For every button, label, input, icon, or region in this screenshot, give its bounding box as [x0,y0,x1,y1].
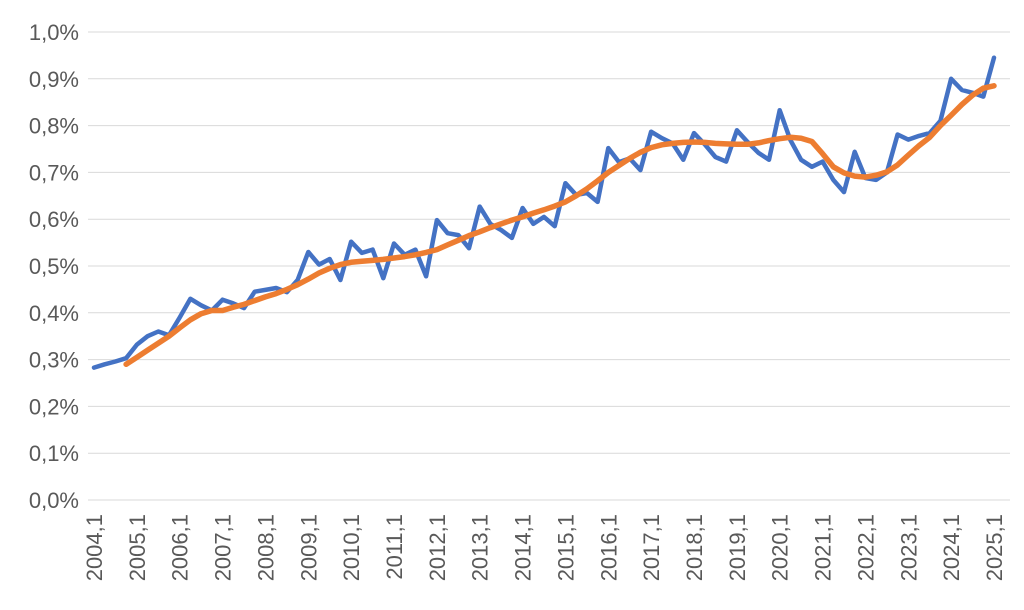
x-tick-label: 2014,1 [511,514,536,581]
x-tick-label: 2019,1 [725,514,750,581]
y-tick-label: 1,0% [29,20,79,45]
x-tick-label: 2022,1 [853,514,878,581]
y-tick-label: 0,8% [29,114,79,139]
y-tick-label: 0,6% [29,207,79,232]
x-tick-label: 2016,1 [596,514,621,581]
y-tick-label: 0,9% [29,67,79,92]
x-axis-tick-labels: 2004,1 2005,1 2006,1 2007,1 2008,1 2009,1 2010… [82,514,1007,581]
y-tick-label: 0,3% [29,348,79,373]
x-tick-label: 2017,1 [639,514,664,581]
y-tick-label: 0,5% [29,254,79,279]
x-tick-label: 2005,1 [125,514,150,581]
x-tick-label: 2012,1 [425,514,450,581]
series-line-smoothed-trend [123,83,997,368]
x-tick-label: 2020,1 [768,514,793,581]
y-tick-label: 0,1% [29,441,79,466]
y-axis-tick-labels: 0,0% 0,1% 0,2% 0,3% 0,4% 0,5% 0,6% 0,7% 0,8% 0,9%… [29,20,79,513]
x-tick-label: 2023,1 [896,514,921,581]
x-tick-label: 2010,1 [339,514,364,581]
x-tick-label: 2004,1 [82,514,107,581]
x-tick-label: 2007,1 [211,514,236,581]
x-tick-label: 2013,1 [468,514,493,581]
x-tick-label: 2015,1 [553,514,578,581]
x-tick-label: 2008,1 [253,514,278,581]
x-tick-label: 2011,1 [382,514,407,580]
x-tick-label: 2006,1 [168,514,193,581]
y-tick-label: 0,4% [29,301,79,326]
x-tick-label: 2021,1 [811,514,836,581]
y-tick-label: 0,7% [29,160,79,185]
y-tick-label: 0,0% [29,488,79,513]
x-tick-label: 2025,1 [982,514,1007,581]
series-lines-group [91,55,997,370]
series-line-quarterly-values [91,55,997,370]
x-tick-label: 2024,1 [939,514,964,581]
gridlines-group [88,31,1010,501]
x-tick-label: 2018,1 [682,514,707,581]
y-tick-label: 0,2% [29,394,79,419]
x-tick-label: 2009,1 [296,514,321,581]
